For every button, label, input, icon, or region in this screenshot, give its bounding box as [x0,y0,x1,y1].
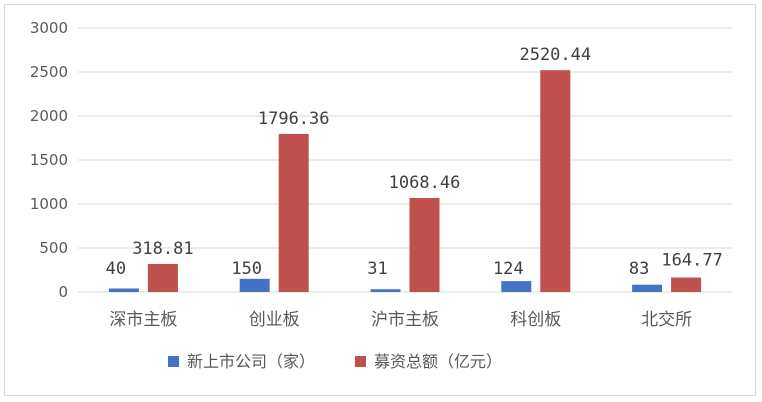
y-tick-label-1000: 1000 [30,195,68,213]
data-label-series2-1: 318.81 [132,239,193,259]
x-tick-label-1: 深市主板 [109,310,177,330]
bar-series1-3 [370,289,401,292]
bar-series2-2 [278,133,309,292]
data-label-series2-2: 1796.36 [258,109,330,129]
bar-series1-2 [239,278,270,292]
y-tick-label-3000: 3000 [30,19,68,37]
bar-series1-1 [108,288,139,292]
data-label-series1-1: 40 [106,259,126,279]
legend-label-2: 募资总额（亿元） [374,352,502,371]
x-tick-label-2: 创业板 [249,310,300,330]
y-tick-label-0: 0 [58,283,68,301]
data-label-series1-2: 150 [231,259,262,279]
x-tick-label-3: 沪市主板 [371,310,439,330]
bar-series2-1 [147,263,178,292]
data-label-series1-4: 124 [493,259,524,279]
chart-frame [4,4,756,396]
bar-series1-4 [501,281,532,292]
y-tick-label-1500: 1500 [30,151,68,169]
bar-series1-5 [632,284,663,292]
x-tick-label-5: 北交所 [641,310,692,330]
bar-series2-5 [671,277,702,292]
bar-series2-4 [540,70,571,292]
y-tick-label-2000: 2000 [30,107,68,125]
bar-series2-3 [409,197,440,292]
data-label-series2-3: 1068.46 [389,173,461,193]
legend-label-1: 新上市公司（家） [187,352,315,371]
y-tick-label-500: 500 [39,239,68,257]
data-label-series2-4: 2520.44 [519,45,591,65]
data-label-series1-3: 31 [367,259,387,279]
data-label-series1-5: 83 [629,259,649,279]
x-tick-label-4: 科创板 [510,310,561,330]
data-label-series2-5: 164.77 [661,251,722,271]
legend-swatch-1 [168,356,179,367]
legend-swatch-2 [355,356,366,367]
y-tick-label-2500: 2500 [30,63,68,81]
